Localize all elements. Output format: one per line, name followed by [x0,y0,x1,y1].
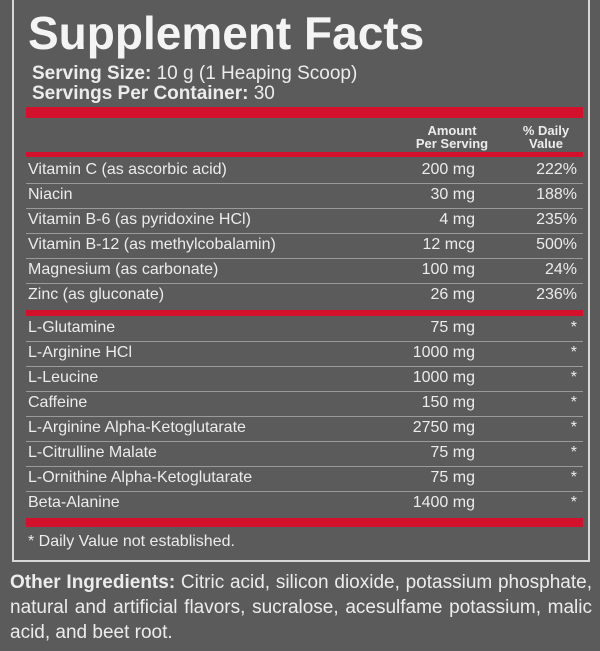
amount: 1000 mg [412,369,475,386]
value: 30 [253,83,275,104]
dv-header: % Daily Value [506,124,586,150]
daily-value: * [570,394,577,411]
footnote: * Daily Value not established. [28,533,235,550]
line: Amount [427,123,477,138]
daily-value: * [570,344,577,361]
amount-header: Amount Per Serving [392,124,512,150]
nutrient-row: Magnesium (as carbonate) 100 mg 24% [26,258,583,284]
daily-value: 188% [536,186,577,203]
divider [26,152,583,157]
nutrient-name: Vitamin B-6 (as pyridoxine HCl) [28,211,251,228]
nutrient-row: Caffeine 150 mg * [26,391,583,417]
nutrient-row: L-Arginine Alpha-Ketoglutarate 2750 mg * [26,416,583,442]
label: Serving Size: [32,63,152,84]
nutrient-name: Vitamin C (as ascorbic acid) [28,161,227,178]
amount: 200 mg [421,161,475,178]
nutrient-name: L-Glutamine [28,319,116,336]
serving-size: Serving Size: 10 g (1 Heaping Scoop) [32,64,357,84]
daily-value: 235% [536,211,577,228]
amount: 150 mg [421,394,475,411]
nutrient-row: Vitamin B-6 (as pyridoxine HCl) 4 mg 235% [26,208,583,234]
daily-value: 24% [544,261,577,278]
daily-value: * [570,494,577,511]
amount: 1000 mg [412,344,475,361]
line: Per Serving [415,136,489,151]
nutrient-row: Vitamin C (as ascorbic acid) 200 mg 222% [26,158,583,184]
line: Value [529,136,563,151]
nutrient-name: Caffeine [28,394,88,411]
amount: 4 mg [439,211,475,228]
text: Citric acid, silicon dioxide, potassium … [10,572,592,643]
amount: 1400 mg [412,494,475,511]
nutrient-name: L-Arginine HCl [28,344,133,361]
title: Supplement Facts [28,7,425,59]
nutrient-row: Vitamin B-12 (as methylcobalamin) 12 mcg 5… [26,233,583,259]
daily-value: * [570,469,577,486]
nutrient-row: Beta-Alanine 1400 mg * [26,491,583,516]
divider [26,107,583,118]
amount: 30 mg [430,186,475,203]
nutrient-name: L-Citrulline Malate [28,444,157,461]
nutrient-name: Zinc (as gluconate) [28,286,165,303]
value: 10 g (1 Heaping Scoop) [156,63,358,84]
nutrient-name: L-Ornithine Alpha-Ketoglutarate [28,469,253,486]
nutrient-name: L-Arginine Alpha-Ketoglutarate [28,419,246,436]
facts-box [12,0,590,562]
nutrient-name: Niacin [28,186,73,203]
servings-per-container: Servings Per Container: 30 [32,84,275,104]
nutrient-row: Niacin 30 mg 188% [26,183,583,209]
daily-value: * [570,319,577,336]
amount: 2750 mg [412,419,475,436]
divider [26,310,583,316]
label: Other Ingredients: [10,572,176,593]
nutrient-row: Zinc (as gluconate) 26 mg 236% [26,283,583,308]
amount: 26 mg [430,286,475,303]
nutrient-row: L-Glutamine 75 mg * [26,316,583,342]
amount: 12 mcg [422,236,475,253]
nutrient-row: L-Leucine 1000 mg * [26,366,583,392]
amount: 100 mg [421,261,475,278]
line: % Daily [522,123,570,138]
daily-value: 236% [536,286,577,303]
nutrient-row: L-Ornithine Alpha-Ketoglutarate 75 mg * [26,466,583,492]
divider [26,518,583,527]
amount: 75 mg [430,444,475,461]
nutrient-row: L-Arginine HCl 1000 mg * [26,341,583,367]
daily-value: 500% [536,236,577,253]
nutrient-row: L-Citrulline Malate 75 mg * [26,441,583,467]
label: Servings Per Container: [32,83,249,104]
nutrient-name: L-Leucine [28,369,99,386]
daily-value: * [570,369,577,386]
amount: 75 mg [430,469,475,486]
nutrient-name: Magnesium (as carbonate) [28,261,219,278]
nutrient-name: Beta-Alanine [28,494,120,511]
daily-value: * [570,444,577,461]
daily-value: * [570,419,577,436]
nutrient-name: Vitamin B-12 (as methylcobalamin) [28,236,276,253]
daily-value: 222% [536,161,577,178]
other-ingredients: Other Ingredients: Citric acid, silicon … [10,570,592,645]
amount: 75 mg [430,319,475,336]
